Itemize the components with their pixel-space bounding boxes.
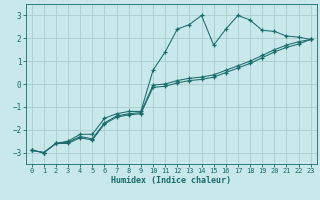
X-axis label: Humidex (Indice chaleur): Humidex (Indice chaleur) [111,176,231,185]
